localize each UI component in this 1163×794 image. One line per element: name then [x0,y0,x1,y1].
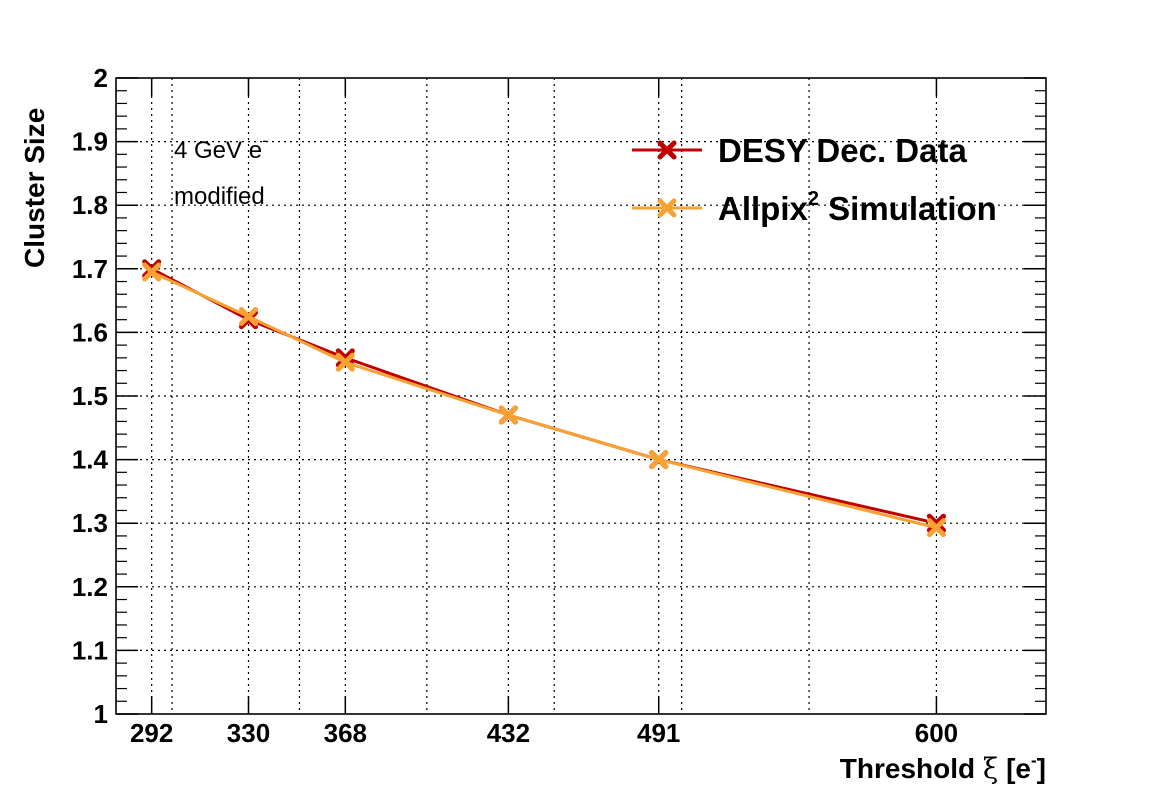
y-tick-label: 1.5 [72,381,108,411]
legend-marker-cross [657,140,677,160]
data-point-1 [335,352,355,372]
legend-entry-desy: DESY Dec. Data [632,132,967,169]
beam-annotation: 4 GeV e- [174,131,268,164]
y-tick-label: 1.4 [72,445,109,475]
y-tick-label: 1.8 [72,190,108,220]
x-tick-label: 368 [324,718,367,748]
legend-entry-allpix: Allpix2 Simulation [632,188,997,227]
data-point-1 [238,307,258,326]
data-point-1 [926,518,946,538]
legend-marker-desy [657,140,677,160]
x-axis-unit-open: [e [1006,753,1031,784]
legend-label-allpix-rest: Simulation [819,190,997,227]
plot-frame [115,77,1047,715]
y-tick-label: 1 [94,699,108,729]
beam-annotation-sup: - [262,131,268,150]
y-tick-label: 1.7 [72,254,108,284]
y-tick-label: 2 [94,63,108,93]
data-point-1 [498,405,518,425]
legend-marker-cross [657,198,677,218]
grid-lines [116,78,1046,714]
x-axis-unit-sup: - [1031,751,1037,770]
legend-marker-allpix [657,198,677,218]
x-tick-label: 600 [915,718,958,748]
data-point-1 [142,262,162,282]
modified-annotation: modified [174,183,265,210]
x-tick-label: 330 [227,718,270,748]
x-axis-unit-close: ] [1037,753,1046,784]
x-tick-label: 292 [130,718,173,748]
data-series [142,259,946,538]
legend-label-allpix-main: Allpix [718,190,808,227]
data-point-1 [649,450,669,470]
series-line-1 [151,270,937,530]
y-tick-label: 1.6 [72,317,108,347]
x-axis-title-main: Threshold [840,753,975,784]
y-tick-label: 1.2 [72,572,108,602]
xi-symbol: ξ [983,752,998,785]
y-axis-title: Cluster Size [19,108,50,268]
x-tick-label: 432 [487,718,530,748]
beam-annotation-main: 4 GeV e [174,137,262,164]
axis-ticks [116,77,1046,715]
y-tick-label: 1.1 [72,635,108,665]
legend-label-allpix: Allpix2 Simulation [718,188,997,227]
y-tick-label: 1.3 [72,508,108,538]
legend: DESY Dec. Data Allpix2 Simulation [632,132,997,227]
x-axis-title: Threshold ξ [e-] [840,751,1046,785]
legend-label-desy: DESY Dec. Data [718,132,967,169]
y-tick-label: 1.9 [72,127,108,157]
tick-labels: 1 1.1 1.2 1.3 1.4 1.5 1.6 1.7 1.8 1.9 2 292 330 368 43… [72,63,958,748]
x-tick-label: 491 [637,718,680,748]
legend-label-allpix-sup: 2 [808,188,819,210]
